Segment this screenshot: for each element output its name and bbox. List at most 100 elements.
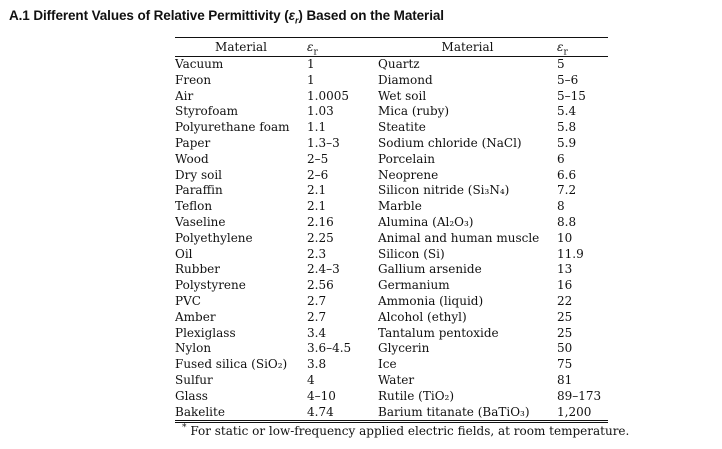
value-left-cell: 2–5	[307, 151, 329, 166]
material-left-cell: Glass	[175, 388, 208, 403]
table-row: Polystyrene 2.56 Germanium 16	[175, 278, 608, 294]
value-right-cell: 6.6	[557, 167, 577, 182]
table-row: Paper 1.3–3 Sodium chloride (NaCl) 5.9	[175, 136, 608, 152]
value-left-cell: 4–10	[307, 388, 336, 403]
material-right-cell: Animal and human muscle	[378, 230, 540, 245]
epsilon-symbol: ε	[557, 40, 564, 54]
table-row: Oil 2.3 Silicon (Si) 11.9	[175, 247, 608, 263]
table-row: Fused silica (SiO₂) 3.8 Ice 75	[175, 357, 608, 373]
permittivity-table: Material εr Material εr Vacuum 1 Quartz …	[175, 37, 608, 424]
material-left-cell: Nylon	[175, 341, 212, 356]
material-left-cell: Styrofoam	[175, 104, 238, 119]
value-left-cell: 1	[307, 57, 315, 71]
value-left-cell: 3.4	[307, 325, 327, 340]
epsilon-symbol: ε	[307, 40, 314, 54]
table-row: Freon 1 Diamond 5–6	[175, 73, 608, 89]
value-left-cell: 3.8	[307, 357, 327, 372]
material-right-cell: Wet soil	[378, 88, 427, 103]
material-left-cell: Sulfur	[175, 372, 213, 387]
material-right-cell: Barium titanate (BaTiO₃)	[378, 404, 530, 419]
table-row: Sulfur 4 Water 81	[175, 373, 608, 389]
material-right-cell: Mica (ruby)	[378, 104, 450, 119]
material-left-cell: Amber	[175, 309, 216, 324]
table-row: Vacuum 1 Quartz 5	[175, 57, 608, 73]
material-left-cell: Air	[175, 88, 194, 103]
table-row: Teflon 2.1 Marble 8	[175, 199, 608, 215]
value-right-cell: 25	[557, 309, 573, 324]
value-right-cell: 89–173	[557, 388, 602, 403]
value-left-cell: 2.7	[307, 309, 327, 324]
value-left-cell: 2.3	[307, 246, 327, 261]
material-left-cell: Vacuum	[175, 57, 224, 71]
material-left-cell: Oil	[175, 246, 193, 261]
value-left-cell: 2.7	[307, 293, 327, 308]
material-right-cell: Gallium arsenide	[378, 262, 482, 277]
value-left-cell: 1.3–3	[307, 135, 340, 150]
footnote: * For static or low-frequency applied el…	[182, 424, 629, 439]
value-left-cell: 2–6	[307, 167, 329, 182]
material-right-cell: Water	[378, 372, 415, 387]
value-left-cell: 2.1	[307, 183, 327, 198]
value-right-cell: 11.9	[557, 246, 584, 261]
material-left-cell: Wood	[175, 151, 209, 166]
material-left-cell: Paper	[175, 135, 211, 150]
value-left-cell: 2.1	[307, 199, 327, 214]
table-row: Dry soil 2–6 Neoprene 6.6	[175, 168, 608, 184]
material-left-cell: Polyethylene	[175, 230, 253, 245]
value-right-cell: 8.8	[557, 214, 577, 229]
table-row: Bakelite 4.74 Barium titanate (BaTiO₃) 1…	[175, 405, 608, 422]
material-right-cell: Marble	[378, 199, 422, 214]
header-material-right: Material	[378, 37, 557, 57]
material-right-cell: Germanium	[378, 278, 450, 293]
footnote-text: For static or low-frequency applied elec…	[190, 424, 630, 438]
material-left-cell: Freon	[175, 72, 212, 87]
value-right-cell: 1,200	[557, 404, 592, 419]
value-right-cell: 10	[557, 230, 573, 245]
table-row: PVC 2.7 Ammonia (liquid) 22	[175, 294, 608, 310]
value-left-cell: 2.56	[307, 278, 334, 293]
material-right-cell: Quartz	[378, 57, 420, 71]
header-material-left: Material	[175, 37, 307, 57]
value-right-cell: 6	[557, 151, 565, 166]
table-body: Vacuum 1 Quartz 5 Freon 1 Diamond 5–6 Ai…	[175, 57, 608, 422]
value-right-cell: 25	[557, 325, 573, 340]
value-left-cell: 2.4–3	[307, 262, 340, 277]
table-row: Polyurethane foam 1.1 Steatite 5.8	[175, 120, 608, 136]
material-left-cell: Plexiglass	[175, 325, 236, 340]
table-row: Amber 2.7 Alcohol (ethyl) 25	[175, 310, 608, 326]
material-left-cell: Bakelite	[175, 404, 225, 419]
material-right-cell: Rutile (TiO₂)	[378, 388, 455, 403]
header-permittivity-right: εr	[557, 37, 608, 57]
material-left-cell: Dry soil	[175, 167, 223, 182]
table-row: Plexiglass 3.4 Tantalum pentoxide 25	[175, 326, 608, 342]
page-title-suffix: ) Based on the Material	[298, 8, 444, 23]
table-row: Air 1.0005 Wet soil 5–15	[175, 89, 608, 105]
material-left-cell: PVC	[175, 293, 201, 308]
value-left-cell: 1.0005	[307, 88, 349, 103]
value-left-cell: 2.16	[307, 214, 334, 229]
table-row: Vaseline 2.16 Alumina (Al₂O₃) 8.8	[175, 215, 608, 231]
table-row: Styrofoam 1.03 Mica (ruby) 5.4	[175, 104, 608, 120]
page-title-prefix: A.1 Different Values of Relative Permitt…	[9, 8, 289, 23]
value-left-cell: 1	[307, 72, 315, 87]
value-right-cell: 22	[557, 293, 573, 308]
value-right-cell: 5–6	[557, 72, 579, 87]
material-right-cell: Neoprene	[378, 167, 439, 182]
material-left-cell: Polyurethane foam	[175, 120, 290, 135]
value-right-cell: 81	[557, 372, 573, 387]
epsilon-symbol: εr	[288, 8, 299, 26]
value-left-cell: 3.6–4.5	[307, 341, 352, 356]
value-right-cell: 50	[557, 341, 573, 356]
value-right-cell: 5.9	[557, 135, 577, 150]
material-right-cell: Silicon nitride (Si₃N₄)	[378, 183, 510, 198]
material-right-cell: Diamond	[378, 72, 433, 87]
table-row: Polyethylene 2.25 Animal and human muscl…	[175, 231, 608, 247]
value-right-cell: 75	[557, 357, 573, 372]
value-right-cell: 13	[557, 262, 573, 277]
material-left-cell: Vaseline	[175, 214, 226, 229]
material-right-cell: Ammonia (liquid)	[378, 293, 484, 308]
material-left-cell: Teflon	[175, 199, 213, 214]
value-right-cell: 5.8	[557, 120, 577, 135]
value-right-cell: 5	[557, 57, 565, 71]
